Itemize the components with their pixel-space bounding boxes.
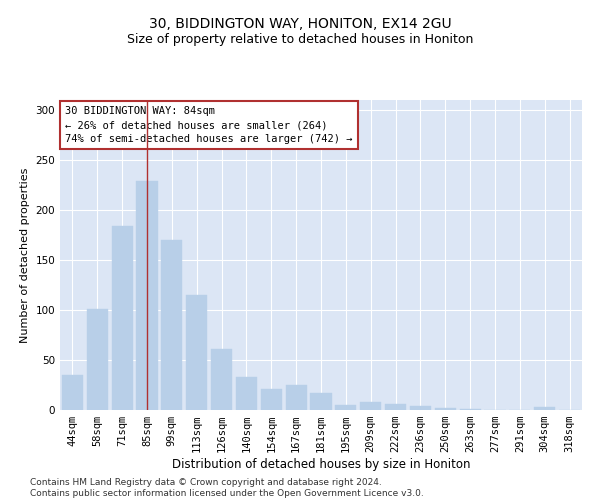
Bar (62, 375, 83, 410)
X-axis label: Distribution of detached houses by size in Honiton: Distribution of detached houses by size … (172, 458, 470, 471)
Bar (385, 404, 406, 410)
Text: 30, BIDDINGTON WAY, HONITON, EX14 2GU: 30, BIDDINGTON WAY, HONITON, EX14 2GU (149, 18, 451, 32)
Bar (435, 408, 456, 410)
Bar (286, 385, 307, 410)
Bar (211, 349, 232, 410)
Bar (360, 402, 381, 410)
Bar (87, 309, 108, 410)
Bar (410, 406, 431, 410)
Bar (261, 389, 282, 410)
Bar (186, 295, 207, 410)
Bar (460, 409, 481, 410)
Bar (112, 226, 133, 410)
Y-axis label: Number of detached properties: Number of detached properties (20, 168, 30, 342)
Text: 30 BIDDINGTON WAY: 84sqm
← 26% of detached houses are smaller (264)
74% of semi-: 30 BIDDINGTON WAY: 84sqm ← 26% of detach… (65, 106, 353, 144)
Bar (534, 407, 555, 410)
Bar (136, 181, 158, 410)
Text: Contains HM Land Registry data © Crown copyright and database right 2024.
Contai: Contains HM Land Registry data © Crown c… (30, 478, 424, 498)
Bar (335, 405, 356, 410)
Bar (236, 377, 257, 410)
Bar (161, 240, 182, 410)
Bar (310, 393, 332, 410)
Text: Size of property relative to detached houses in Honiton: Size of property relative to detached ho… (127, 32, 473, 46)
